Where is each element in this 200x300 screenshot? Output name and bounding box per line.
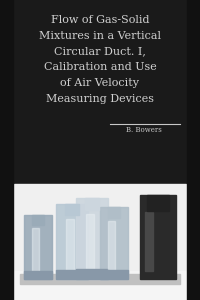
Bar (85, 198, 99, 210)
Bar (14, 271, 186, 300)
Bar (86, 214, 94, 271)
Bar (108, 221, 115, 272)
Bar (20, 274, 180, 284)
Bar (0, 0, 13, 300)
Bar (32, 228, 39, 273)
Bar (140, 196, 176, 279)
Bar (187, 0, 200, 300)
Text: Mixtures in a Vertical: Mixtures in a Vertical (39, 31, 161, 41)
Text: of Air Velocity: of Air Velocity (60, 78, 140, 88)
Bar (108, 207, 120, 218)
Bar (147, 196, 169, 211)
Text: Measuring Devices: Measuring Devices (46, 94, 154, 104)
Bar (32, 215, 44, 225)
Bar (56, 204, 88, 279)
Bar (76, 198, 108, 279)
Text: Flow of Gas-Solid: Flow of Gas-Solid (51, 15, 149, 25)
Bar (66, 219, 74, 272)
Text: B. Bowers: B. Bowers (126, 126, 162, 134)
Bar (100, 270, 128, 279)
Bar (145, 212, 153, 271)
Bar (76, 269, 108, 279)
Bar (24, 272, 52, 279)
Bar (24, 215, 52, 279)
Bar (14, 184, 186, 300)
Bar (0, 150, 200, 171)
Text: Circular Duct. I,: Circular Duct. I, (54, 46, 146, 57)
Bar (65, 204, 79, 215)
Bar (100, 207, 128, 279)
Text: Calibration and Use: Calibration and Use (44, 62, 156, 73)
Bar (56, 270, 88, 279)
